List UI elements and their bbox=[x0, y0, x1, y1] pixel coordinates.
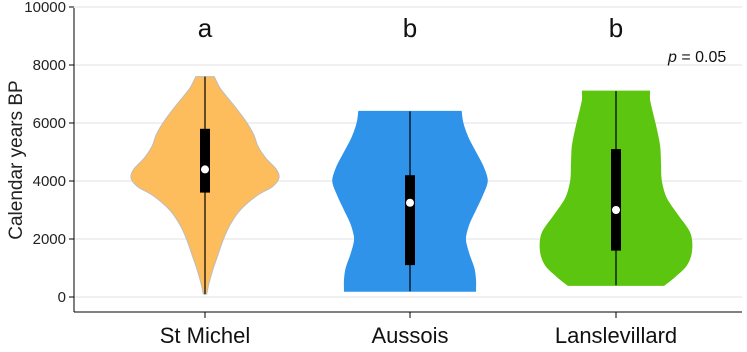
violin-group bbox=[130, 76, 280, 295]
iqr-box bbox=[611, 149, 621, 251]
significance-letter: b bbox=[609, 13, 623, 43]
category-label: St Michel bbox=[160, 323, 250, 348]
median-dot bbox=[201, 165, 209, 174]
category-label: Aussois bbox=[371, 323, 448, 348]
y-tick-label: 8000 bbox=[33, 57, 66, 74]
y-tick-label: 4000 bbox=[33, 173, 66, 190]
p-value-text: = 0.05 bbox=[677, 49, 726, 66]
y-ticks: 0 2000 4000 6000 8000 10000 bbox=[24, 0, 74, 306]
y-tick-label: 6000 bbox=[33, 115, 66, 132]
violin-group bbox=[539, 90, 693, 286]
median-dot bbox=[612, 206, 620, 214]
axes bbox=[73, 8, 742, 313]
y-tick-label: 0 bbox=[58, 289, 66, 306]
y-tick-label: 2000 bbox=[33, 231, 66, 248]
y-tick-label: 10000 bbox=[24, 0, 66, 16]
violins bbox=[130, 76, 693, 295]
category-labels: St Michel Aussois Lanslevillard bbox=[160, 312, 677, 348]
violin-group bbox=[332, 110, 488, 292]
median-dot bbox=[406, 198, 414, 207]
significance-letter: b bbox=[403, 13, 417, 43]
significance-letter: a bbox=[198, 13, 213, 43]
p-value-annotation: p = 0.05 bbox=[667, 49, 726, 66]
iqr-box bbox=[200, 128, 210, 193]
y-axis-label: Calendar years BP bbox=[6, 80, 27, 239]
p-symbol: p bbox=[667, 49, 677, 66]
category-label: Lanslevillard bbox=[555, 323, 677, 348]
iqr-box bbox=[405, 175, 415, 266]
